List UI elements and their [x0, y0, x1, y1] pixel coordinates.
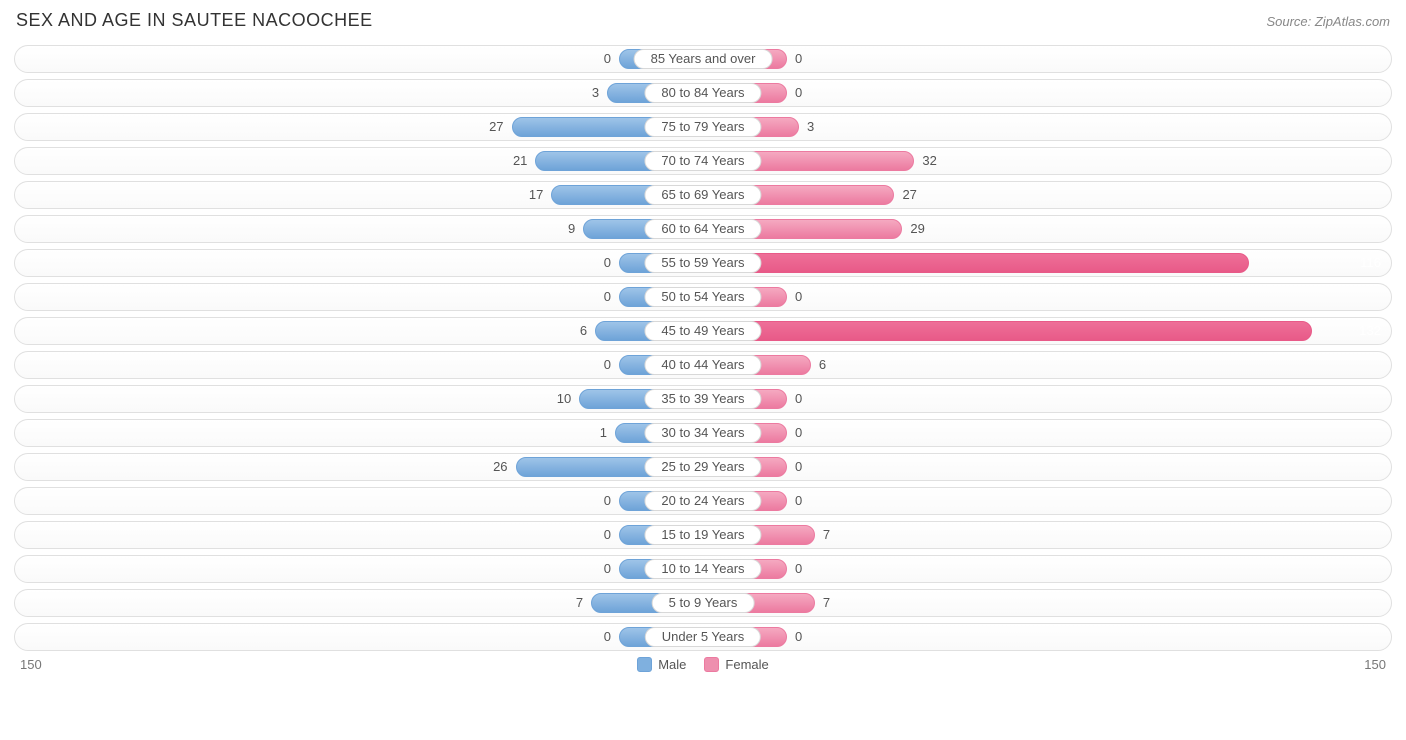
- female-value: 132: [1359, 318, 1381, 346]
- female-value: 0: [795, 454, 802, 482]
- female-value: 0: [795, 80, 802, 108]
- pyramid-row: 0 6 40 to 44 Years: [14, 351, 1392, 379]
- age-category-label: 10 to 14 Years: [644, 559, 761, 579]
- age-category-label: 5 to 9 Years: [652, 593, 755, 613]
- axis-max-left: 150: [20, 657, 42, 672]
- male-value: 0: [604, 46, 611, 74]
- pyramid-row: 0 0 Under 5 Years: [14, 623, 1392, 651]
- age-category-label: 20 to 24 Years: [644, 491, 761, 511]
- female-value: 7: [823, 590, 830, 618]
- female-value: 0: [795, 284, 802, 312]
- pyramid-row: 6 132 45 to 49 Years: [14, 317, 1392, 345]
- pyramid-row: 26 0 25 to 29 Years: [14, 453, 1392, 481]
- female-value: 7: [823, 522, 830, 550]
- female-value: 32: [922, 148, 936, 176]
- male-value: 0: [604, 352, 611, 380]
- pyramid-row: 0 7 15 to 19 Years: [14, 521, 1392, 549]
- female-value: 29: [910, 216, 924, 244]
- pyramid-row: 0 0 10 to 14 Years: [14, 555, 1392, 583]
- female-value: 0: [795, 386, 802, 414]
- male-value: 1: [600, 420, 607, 448]
- age-category-label: 60 to 64 Years: [644, 219, 761, 239]
- male-value: 3: [592, 80, 599, 108]
- pyramid-row: 3 0 80 to 84 Years: [14, 79, 1392, 107]
- female-value: 6: [819, 352, 826, 380]
- age-category-label: 70 to 74 Years: [644, 151, 761, 171]
- female-value: 116: [1360, 250, 1381, 278]
- female-swatch: [704, 657, 719, 672]
- legend-male-label: Male: [658, 657, 686, 672]
- age-category-label: 15 to 19 Years: [644, 525, 761, 545]
- age-category-label: 55 to 59 Years: [644, 253, 761, 273]
- female-value: 27: [902, 182, 916, 210]
- legend-female: Female: [704, 657, 768, 672]
- age-category-label: 65 to 69 Years: [644, 185, 761, 205]
- pyramid-row: 0 0 50 to 54 Years: [14, 283, 1392, 311]
- age-category-label: 85 Years and over: [634, 49, 773, 69]
- legend: Male Female: [637, 657, 769, 672]
- age-category-label: 40 to 44 Years: [644, 355, 761, 375]
- female-value: 0: [795, 420, 802, 448]
- male-value: 21: [513, 148, 527, 176]
- pyramid-row: 21 32 70 to 74 Years: [14, 147, 1392, 175]
- male-value: 27: [489, 114, 503, 142]
- population-pyramid: 0085 Years and over3080 to 84 Years27375…: [14, 45, 1392, 651]
- male-value: 9: [568, 216, 575, 244]
- age-category-label: 25 to 29 Years: [644, 457, 761, 477]
- age-category-label: 80 to 84 Years: [644, 83, 761, 103]
- pyramid-row: 27 3 75 to 79 Years: [14, 113, 1392, 141]
- male-value: 26: [493, 454, 507, 482]
- male-value: 6: [580, 318, 587, 346]
- female-bar: [703, 321, 1312, 341]
- male-value: 0: [604, 488, 611, 516]
- age-category-label: 35 to 39 Years: [644, 389, 761, 409]
- chart-footer: 150 Male Female 150: [14, 657, 1392, 672]
- pyramid-row: 7 7 5 to 9 Years: [14, 589, 1392, 617]
- pyramid-row: 0 116 55 to 59 Years: [14, 249, 1392, 277]
- age-category-label: 30 to 34 Years: [644, 423, 761, 443]
- chart-header: SEX AND AGE IN SAUTEE NACOOCHEE Source: …: [14, 10, 1392, 31]
- male-value: 7: [576, 590, 583, 618]
- female-value: 0: [795, 488, 802, 516]
- female-bar: [703, 253, 1249, 273]
- age-category-label: 45 to 49 Years: [644, 321, 761, 341]
- pyramid-row: 17 27 65 to 69 Years: [14, 181, 1392, 209]
- pyramid-row: 10 0 35 to 39 Years: [14, 385, 1392, 413]
- male-swatch: [637, 657, 652, 672]
- male-value: 17: [529, 182, 543, 210]
- pyramid-row: 0 0 85 Years and over: [14, 45, 1392, 73]
- axis-max-right: 150: [1364, 657, 1386, 672]
- female-value: 0: [795, 556, 802, 584]
- male-value: 0: [604, 250, 611, 278]
- age-category-label: 75 to 79 Years: [644, 117, 761, 137]
- age-category-label: 50 to 54 Years: [644, 287, 761, 307]
- pyramid-row: 9 29 60 to 64 Years: [14, 215, 1392, 243]
- male-value: 10: [557, 386, 571, 414]
- pyramid-row: 0 0 20 to 24 Years: [14, 487, 1392, 515]
- female-value: 0: [795, 46, 802, 74]
- legend-female-label: Female: [725, 657, 768, 672]
- male-value: 0: [604, 556, 611, 584]
- female-value: 0: [795, 624, 802, 652]
- chart-source: Source: ZipAtlas.com: [1266, 14, 1390, 29]
- age-category-label: Under 5 Years: [645, 627, 761, 647]
- male-value: 0: [604, 522, 611, 550]
- male-value: 0: [604, 284, 611, 312]
- pyramid-row: 1 0 30 to 34 Years: [14, 419, 1392, 447]
- chart-title: SEX AND AGE IN SAUTEE NACOOCHEE: [16, 10, 373, 31]
- female-value: 3: [807, 114, 814, 142]
- legend-male: Male: [637, 657, 686, 672]
- male-value: 0: [604, 624, 611, 652]
